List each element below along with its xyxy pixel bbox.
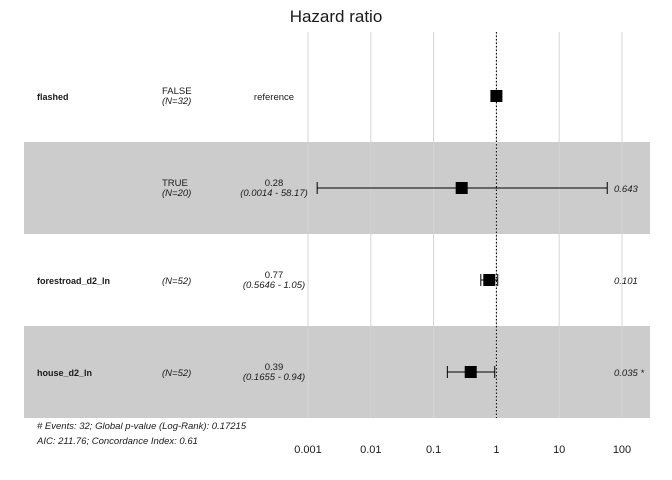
x-tick-label: 0.01 <box>360 444 381 456</box>
x-tick-label: 1 <box>493 444 499 456</box>
row-estimate-label: 0.28 <box>265 178 284 189</box>
row-p-value-label: 0.643 <box>614 184 638 195</box>
footer-line-1: # Events: 32; Global p-value (Log-Rank):… <box>37 421 247 432</box>
chart-title: Hazard ratio <box>290 7 383 26</box>
row-level-label: TRUE <box>162 178 188 189</box>
row-level-label: FALSE <box>162 86 192 97</box>
hazard-ratio-point <box>464 366 477 378</box>
x-tick-label: 0.1 <box>426 444 441 456</box>
row-variable-label: house_d2_ln <box>37 368 92 378</box>
estimate-marks <box>316 90 608 378</box>
x-tick-label: 10 <box>553 444 565 456</box>
row-p-value-label: 0.035 * <box>614 368 644 379</box>
x-tick-label: 100 <box>613 444 631 456</box>
x-tick-label: 0.001 <box>294 444 322 456</box>
hazard-ratio-point <box>490 90 503 102</box>
footer-line-2: AIC: 211.76; Concordance Index: 0.61 <box>36 436 198 447</box>
row-estimate-label: 0.39 <box>265 362 284 373</box>
row-bands <box>24 142 650 418</box>
row-ci-label: (0.0014 - 58.17) <box>240 188 308 199</box>
table-rows: flashed FALSE(N=32) reference TRUE(N=20) 0.2… <box>37 86 644 383</box>
row-estimate-label: 0.77 <box>265 270 284 281</box>
row-estimate-label: reference <box>254 92 294 103</box>
row-n-label: (N=52) <box>162 368 191 379</box>
row-ci-label: (0.5646 - 1.05) <box>243 280 305 291</box>
x-axis-ticks: 0.001 0.01 0.1 1 10 100 <box>294 444 631 456</box>
row-variable-label: flashed <box>37 92 69 102</box>
hazard-ratio-point <box>483 274 496 286</box>
row-p-value-label: 0.101 <box>614 276 638 287</box>
row-variable-label: forestroad_d2_ln <box>37 276 110 286</box>
row-band-shade <box>24 326 650 418</box>
hazard-ratio-point <box>455 182 468 194</box>
row-n-label: (N=52) <box>162 276 191 287</box>
row-ci-label: (0.1655 - 0.94) <box>243 372 305 383</box>
row-n-label: (N=32) <box>162 96 191 107</box>
row-n-label: (N=20) <box>162 188 191 199</box>
